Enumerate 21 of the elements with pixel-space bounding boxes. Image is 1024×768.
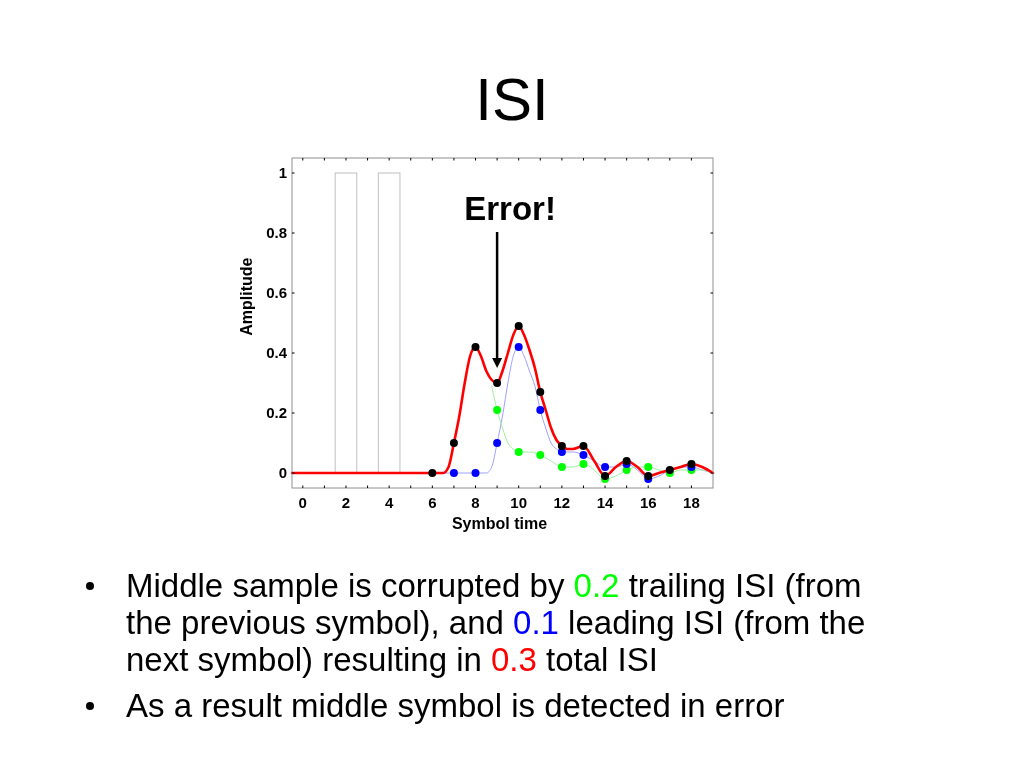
text: As a result middle symbol is detected in error — [126, 687, 785, 724]
y-tick-label: 0.8 — [266, 224, 287, 241]
x-tick-label: 12 — [553, 494, 571, 511]
x-tick-label: 6 — [428, 494, 437, 511]
y-tick-label: 1 — [278, 164, 287, 181]
chart-title: ISI — [475, 66, 549, 133]
y-axis-title: Amplitude — [238, 257, 255, 336]
x-tick-label: 16 — [639, 494, 657, 511]
x-tick-label: 8 — [471, 494, 480, 511]
annotation: Error! — [464, 190, 556, 227]
x-axis-title: Symbol time — [451, 515, 548, 532]
x-tick-label: 4 — [384, 494, 394, 511]
y-tick-label: 0.4 — [266, 344, 288, 361]
x-tick-label: 14 — [596, 494, 615, 511]
x-tick-label: 0 — [298, 494, 307, 511]
x-tick-label: 18 — [683, 494, 700, 511]
y-tick-label: 0.2 — [266, 404, 287, 421]
y-tick-label: 0.6 — [266, 284, 287, 301]
x-tick-label: 2 — [341, 494, 351, 511]
x-tick-label: 10 — [510, 494, 528, 511]
y-tick-label: 0 — [278, 464, 287, 481]
